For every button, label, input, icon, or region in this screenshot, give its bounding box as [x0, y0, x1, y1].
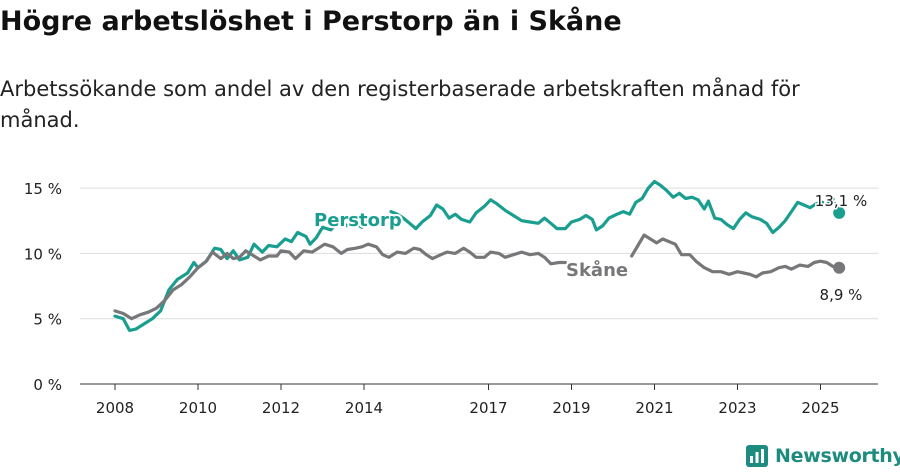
chart-subtitle: Arbetssökande som andel av den registerb… — [0, 77, 800, 132]
skane-series-line — [113, 242, 567, 321]
y-tick-label: 5 % — [33, 311, 62, 329]
series-label-skane: Skåne — [566, 259, 628, 281]
x-tick-label: 2025 — [801, 399, 839, 417]
grid-layer: 0 % 5 % 10 % 15 % — [24, 180, 878, 394]
x-tick-label: 2019 — [552, 399, 590, 417]
x-tick-label: 2014 — [345, 399, 383, 417]
y-tick-label: 15 % — [24, 180, 62, 198]
y-tick-label: 10 % — [24, 245, 62, 263]
skane-last-point — [833, 261, 846, 274]
x-tick-label: 2017 — [469, 399, 507, 417]
x-tick-label: 2023 — [718, 399, 756, 417]
end-value-skane: 8,9 % — [820, 286, 863, 304]
x-tick-label: 2012 — [262, 399, 300, 417]
series-layer — [113, 179, 846, 332]
x-axis: 2008 2010 2012 2014 2017 2019 2021 2023 2025 — [80, 383, 878, 417]
x-tick-label: 2021 — [635, 399, 673, 417]
chart-title: Högre arbetslöshet i Perstorp än i Skåne — [0, 6, 622, 37]
label-layer: Perstorp Skåne 13,1 % 8,9 % — [312, 191, 869, 306]
y-tick-label: 0 % — [33, 376, 62, 394]
newsworthy-logo: Newsworthy — [745, 442, 900, 470]
newsworthy-icon — [746, 445, 768, 467]
x-tick-label: 2008 — [96, 399, 134, 417]
series-label-perstorp: Perstorp — [314, 210, 402, 231]
skane-series-line — [630, 233, 835, 279]
perstorp-series-line — [389, 179, 835, 235]
brand-name: Newsworthy — [775, 445, 900, 467]
x-tick-label: 2010 — [179, 399, 217, 417]
perstorp-last-point — [833, 206, 846, 219]
end-value-perstorp: 13,1 % — [815, 192, 867, 210]
perstorp-series-line — [113, 219, 370, 332]
